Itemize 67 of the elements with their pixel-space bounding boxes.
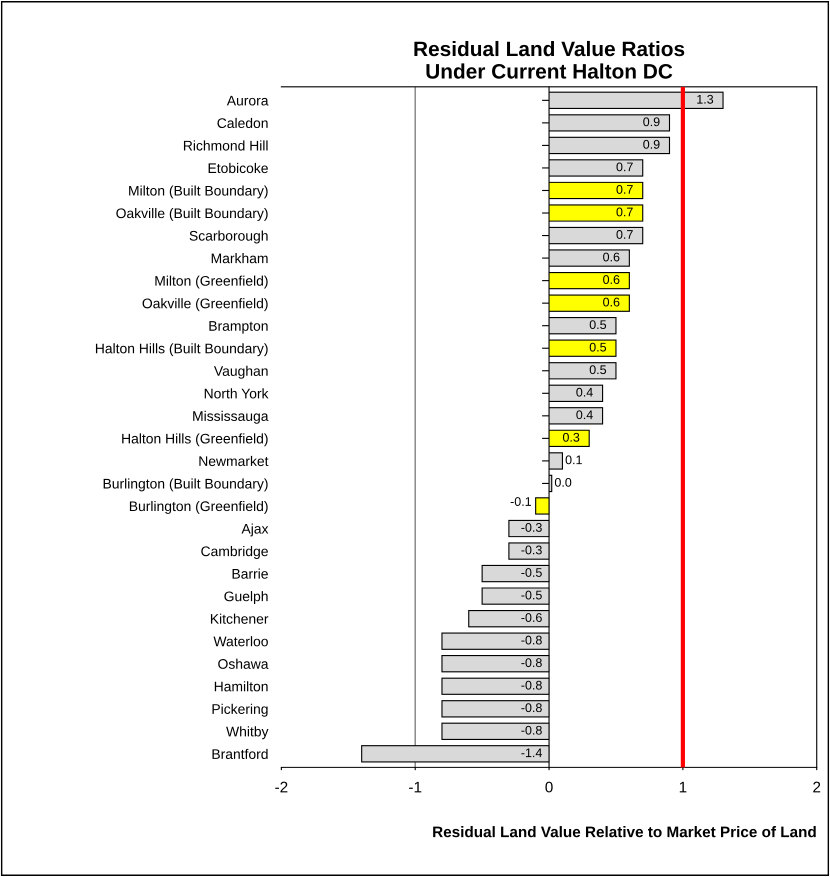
y-tick-label: Vaughan bbox=[214, 366, 268, 379]
data-label: -0.8 bbox=[521, 658, 542, 668]
y-tick-label: Markham bbox=[212, 253, 268, 264]
y-tick-label: Brantford bbox=[212, 748, 268, 760]
data-label: -0.8 bbox=[521, 680, 542, 690]
y-tick-label: Barrie bbox=[232, 568, 268, 579]
y-tick-label: Pickering bbox=[212, 704, 268, 717]
data-label: -0.1 bbox=[510, 497, 532, 506]
x-axis-title: Residual Land Value Relative to Market Price of Land bbox=[433, 826, 816, 838]
data-label: 1.3 bbox=[697, 94, 714, 104]
x-tick-label: 0 bbox=[545, 782, 553, 792]
x-tick-label: -2 bbox=[275, 782, 288, 792]
y-tick-label: Hamilton bbox=[214, 681, 268, 692]
y-tick-label: Milton (Greenfield) bbox=[155, 276, 268, 289]
x-tick-label: 1 bbox=[680, 782, 686, 792]
data-label: 0.9 bbox=[643, 140, 660, 149]
data-label: -0.8 bbox=[521, 703, 542, 712]
data-label: 0.6 bbox=[603, 275, 620, 284]
y-tick-label: Oakville (Built Boundary) bbox=[116, 208, 268, 221]
y-tick-label: Halton Hills (Greenfield) bbox=[122, 433, 268, 446]
data-label: 0.5 bbox=[590, 320, 606, 330]
y-tick-label: Etobicoke bbox=[208, 162, 268, 174]
data-label: 0.7 bbox=[616, 184, 633, 194]
y-tick-label: Newmarket bbox=[199, 456, 268, 466]
y-tick-label: Oshawa bbox=[218, 658, 268, 669]
chart-title: Residual Land Value Ratios Under Current Halton DC bbox=[414, 40, 684, 79]
data-label: -0.5 bbox=[521, 568, 542, 577]
data-label: -1.4 bbox=[521, 748, 542, 758]
y-tick-label: Brampton bbox=[209, 321, 268, 334]
data-label: 0.1 bbox=[566, 455, 582, 464]
data-label: 0.3 bbox=[562, 432, 580, 442]
data-label: 0.7 bbox=[616, 230, 633, 239]
data-label: -0.8 bbox=[521, 636, 542, 645]
data-label: -0.5 bbox=[521, 590, 542, 600]
data-label: -0.6 bbox=[521, 613, 542, 622]
data-label: 0.5 bbox=[590, 365, 606, 374]
data-label: 0.4 bbox=[576, 410, 593, 420]
data-label: 0.9 bbox=[643, 117, 660, 126]
y-tick-label: North York bbox=[204, 388, 269, 398]
y-tick-label: Ajax bbox=[242, 523, 268, 536]
y-tick-label: Burlington (Greenfield) bbox=[130, 500, 268, 514]
data-label: 0.7 bbox=[616, 208, 633, 216]
y-tick-label: Milton (Built Boundary) bbox=[129, 185, 268, 198]
y-tick-label: Whitby bbox=[226, 726, 268, 740]
data-label: -0.3 bbox=[521, 546, 542, 554]
y-tick-label: Halton Hills (Built Boundary) bbox=[96, 343, 268, 356]
data-label: 0.5 bbox=[590, 342, 606, 352]
y-tick-label: Oakville (Greenfield) bbox=[142, 298, 268, 312]
data-label: -0.8 bbox=[521, 726, 542, 735]
data-label: 0.6 bbox=[603, 298, 620, 307]
x-tick-label: 2 bbox=[813, 782, 820, 792]
y-tick-label: Kitchener bbox=[210, 614, 268, 624]
y-tick-label: Waterloo bbox=[214, 636, 268, 646]
y-tick-label: Mississauga bbox=[193, 410, 268, 424]
y-tick-label: Aurora bbox=[226, 96, 268, 106]
y-tick-label: Richmond Hill bbox=[184, 140, 268, 151]
y-tick-label: Cambridge bbox=[201, 546, 268, 559]
y-tick-label: Guelph bbox=[224, 591, 268, 604]
y-tick-label: Caledon bbox=[217, 118, 268, 128]
y-tick-label: Burlington (Built Boundary) bbox=[104, 478, 268, 492]
data-label: 0.4 bbox=[576, 388, 593, 397]
data-label: 0.6 bbox=[603, 252, 620, 262]
data-label: 0.0 bbox=[554, 478, 572, 487]
data-label: -0.3 bbox=[521, 523, 542, 532]
data-label: 0.7 bbox=[616, 162, 633, 172]
y-tick-label: Scarborough bbox=[190, 230, 268, 244]
x-tick-label: -1 bbox=[409, 782, 422, 792]
